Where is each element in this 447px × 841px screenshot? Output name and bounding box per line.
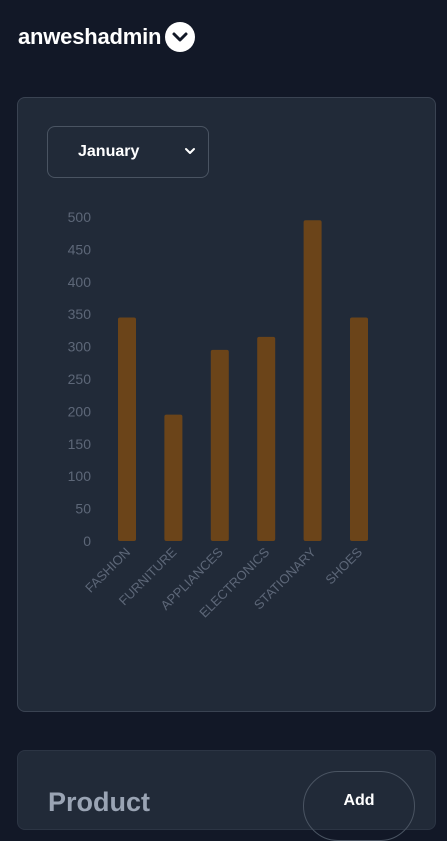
y-tick-label: 400 [68, 274, 92, 290]
x-tick-label: SHOES [322, 544, 365, 587]
add-product-button[interactable]: Add [303, 771, 415, 841]
sales-bar-chart: 050100150200250300350400450500FASHIONFUR… [68, 209, 368, 621]
y-tick-label: 0 [83, 533, 91, 549]
bar-shoes[interactable] [350, 317, 368, 541]
bar-electronics[interactable] [257, 336, 276, 541]
product-title: Product [48, 787, 151, 817]
bar-fashion[interactable] [118, 317, 136, 541]
user-dropdown-button[interactable] [165, 22, 196, 52]
sales-chart-card: January 0 50 100 150 200 250 300 350 400 450 500 FA… [17, 97, 436, 712]
month-select[interactable]: January [47, 126, 209, 178]
y-tick-label: 500 [68, 209, 92, 225]
y-tick-label: 250 [68, 371, 92, 387]
bar-furniture[interactable] [164, 414, 183, 541]
y-tick-label: 100 [68, 468, 92, 484]
bar-stationary[interactable] [303, 220, 322, 541]
chevron-down-icon [172, 32, 188, 42]
month-select-value: January [78, 143, 140, 160]
y-tick-label: 350 [68, 306, 92, 322]
y-tick-label: 200 [68, 403, 92, 419]
y-tick-label: 300 [68, 339, 92, 355]
y-tick-label: 50 [75, 501, 91, 517]
user-menu: anweshadmin [18, 22, 196, 52]
username: anweshadmin [18, 24, 162, 49]
y-tick-label: 450 [68, 241, 92, 257]
bar-appliances[interactable] [210, 349, 229, 541]
y-tick-label: 150 [68, 436, 92, 452]
chevron-down-icon [185, 148, 195, 154]
product-card: Product Add [17, 750, 436, 841]
